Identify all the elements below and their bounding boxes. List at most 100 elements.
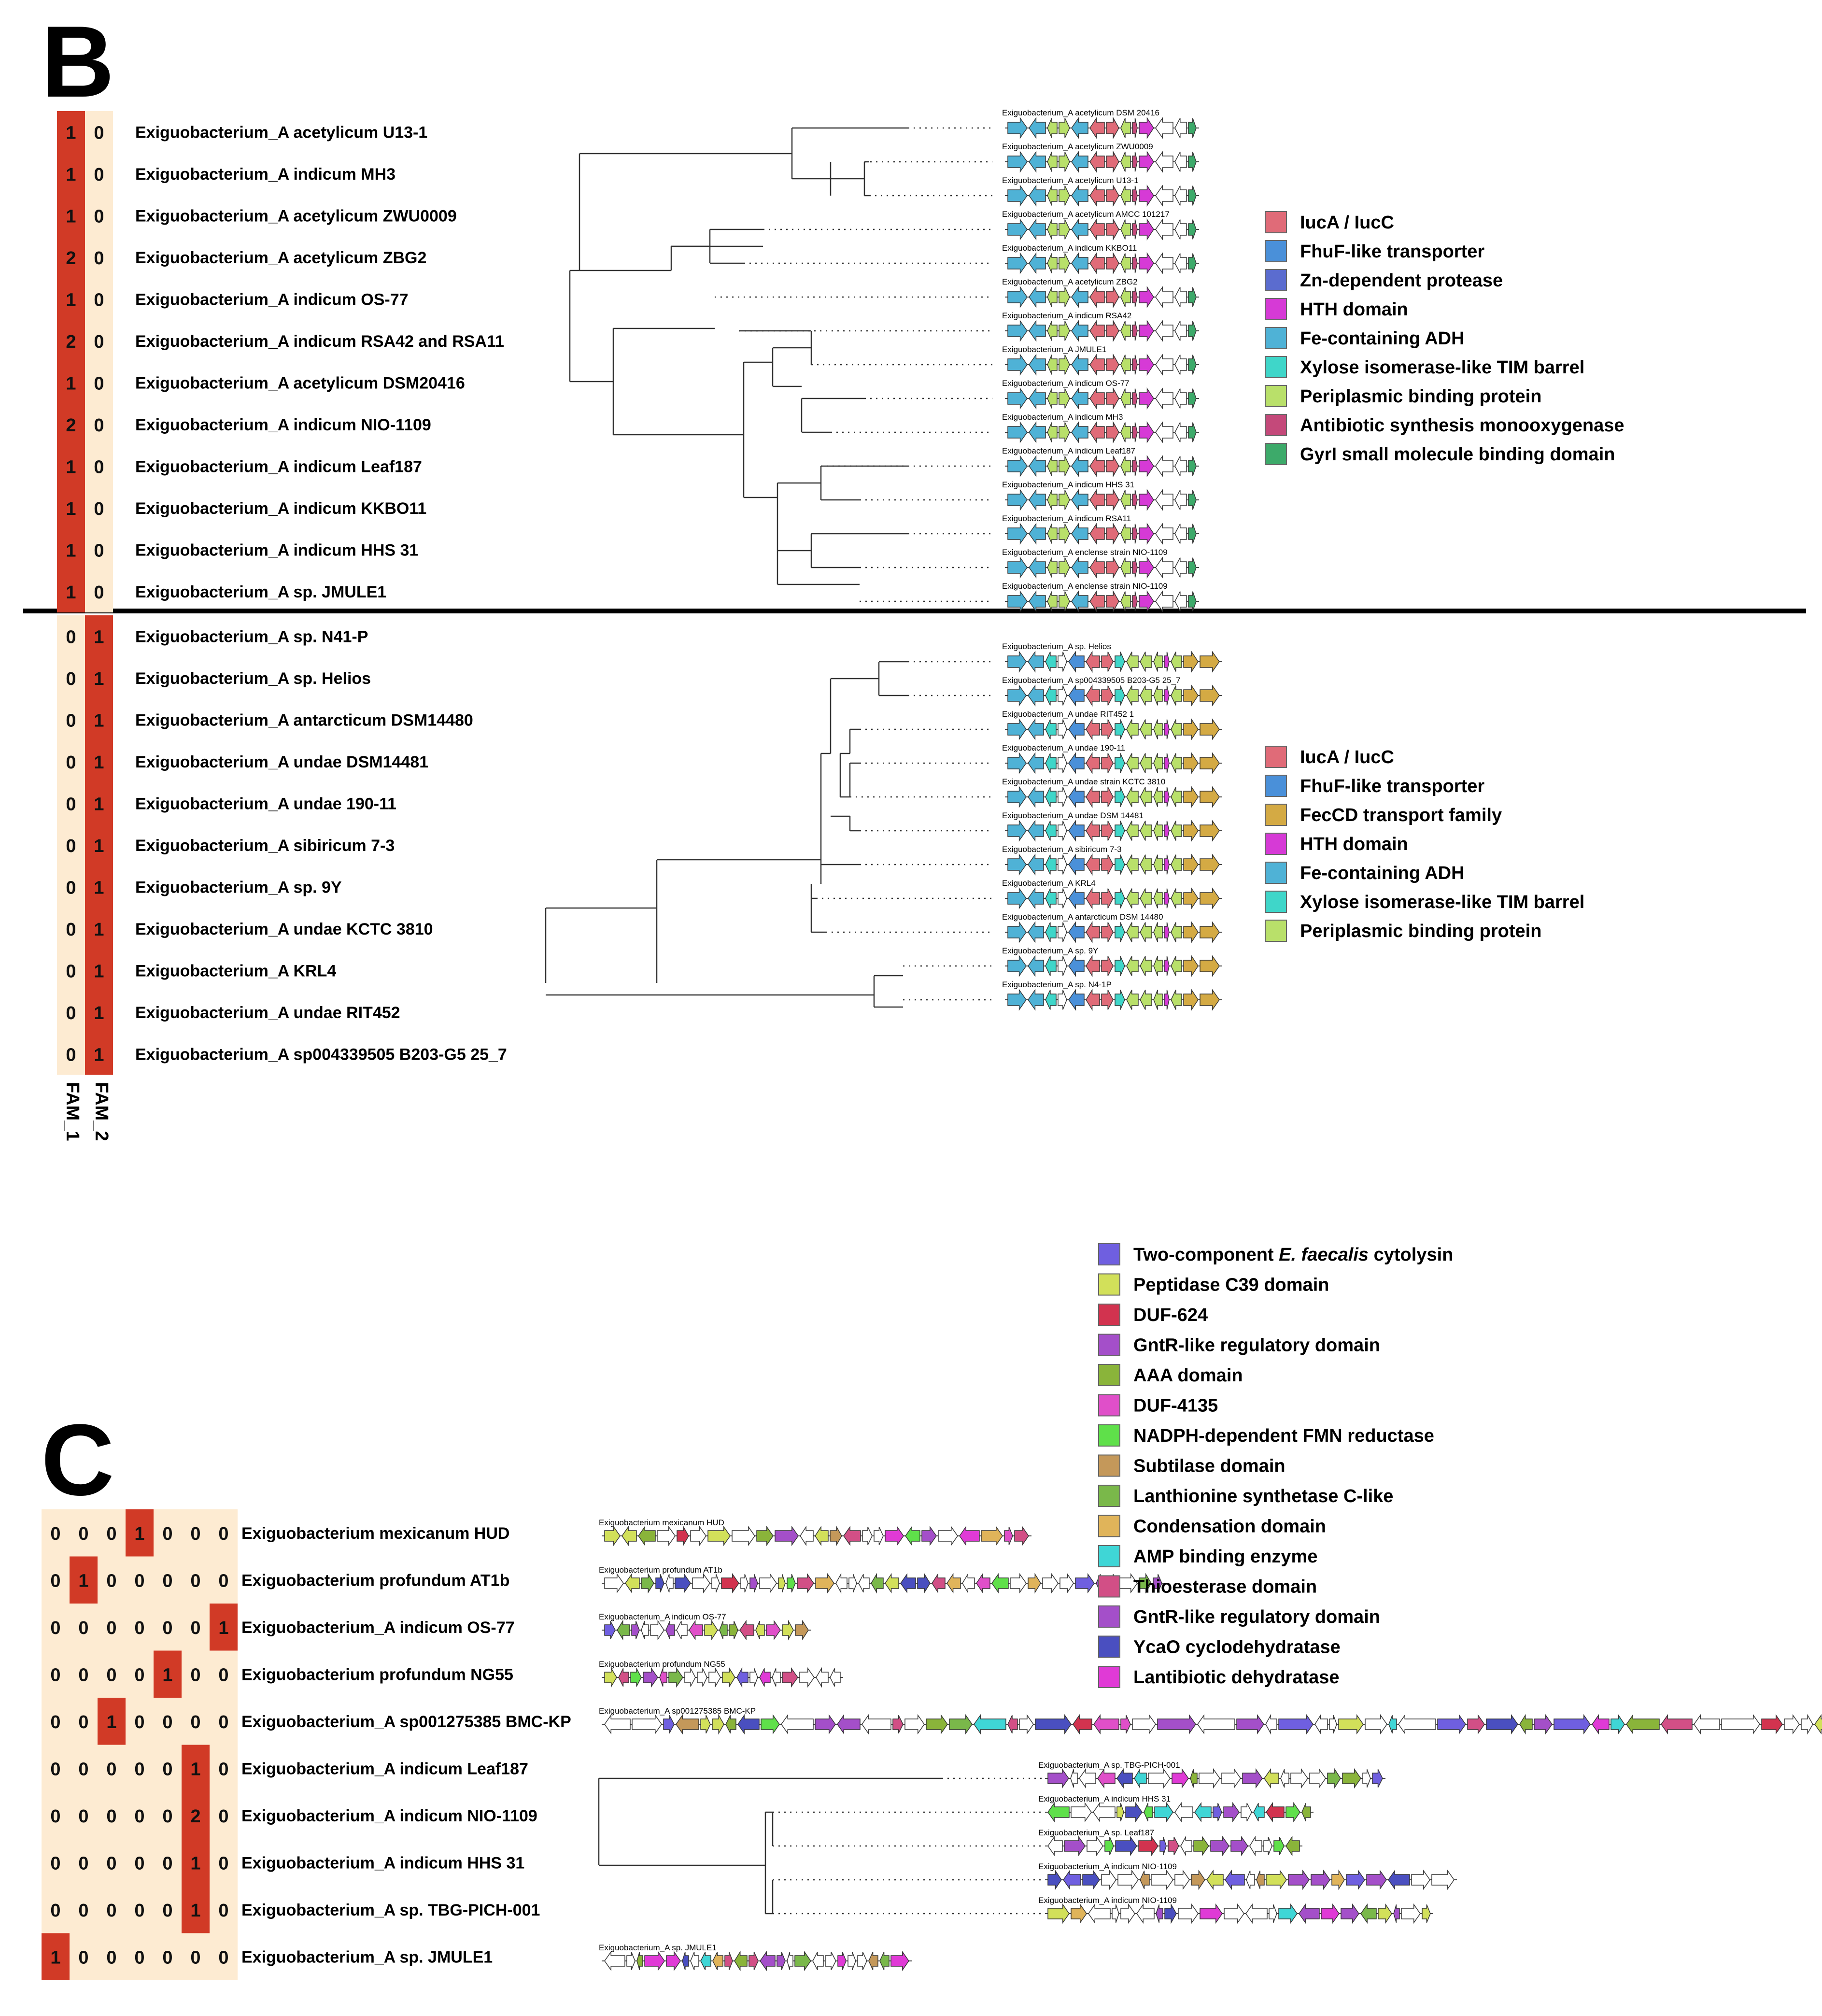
panel-c-tree [598,1777,1043,1915]
legend-label-text: GntR-like regulatory domain [1133,1335,1380,1356]
heat-cell-value: 1 [190,1901,200,1921]
taxon-name: Exiguobacterium_A sp004339505 B203-G5 25… [135,1045,507,1064]
heat-cell-value: 0 [190,1618,200,1638]
gene-arrow [1155,421,1173,443]
panel-b-tree-top [569,127,992,602]
heat-cell-value: 0 [50,1618,60,1638]
gene-arrow [1047,1903,1070,1924]
gene-arrow [1280,1769,1289,1788]
gene-arrow [1068,887,1085,909]
gene-arrow [1089,590,1105,612]
gene-arrow [636,1952,643,1970]
cluster-label: Exiguobacterium_A indicum KKBO11 [1002,243,1137,253]
taxon-name: Exiguobacterium_A indicum Leaf187 [241,1760,528,1778]
gene-arrow [1059,152,1070,172]
gene-arrow [1071,1903,1087,1924]
gene-arrow [1132,1714,1156,1735]
gene-arrow [1245,1903,1268,1924]
legend-label: Subtilase domain [1133,1456,1285,1477]
gene-arrow [1101,753,1114,773]
gene-arrow [1171,787,1182,807]
gene-arrow [1321,1903,1340,1924]
gene-arrow [1188,152,1197,172]
cluster-label: Exiguobacterium_A indicum OS-77 [599,1612,726,1621]
legend-swatch [1098,1666,1120,1688]
gene-arrow [1120,524,1131,544]
gene-arrow [1213,1803,1222,1821]
gene-arrow [631,1621,640,1639]
gene-arrow [1120,456,1131,476]
gene-arrow [1132,118,1138,138]
gene-arrow [1253,1803,1265,1822]
legend-swatch [1265,356,1287,378]
fam2-cell-value: 1 [94,1045,104,1065]
gene-arrow [1140,956,1152,976]
gene-arrow [1059,490,1070,510]
gene-arrow [797,1573,814,1594]
gene-arrow [1132,557,1138,578]
gene-arrow [976,1573,990,1594]
gene-arrow [1047,118,1058,138]
gene-arrow [677,1525,689,1547]
gene-arrow [1140,787,1152,807]
gene-arrow [1153,956,1163,976]
gene-arrow [1106,488,1119,511]
gene-arrow [1089,489,1105,511]
gene-arrow [1139,421,1154,443]
gene-arrow [1058,652,1067,672]
gene-arrow [787,1574,796,1592]
gene-arrow [1155,286,1173,308]
legend-label: DUF-624 [1133,1305,1208,1325]
gene-arrow [1101,888,1114,909]
cluster-label: Exiguobacterium_A antarcticum DSM 14480 [1002,912,1163,922]
gene-arrow [858,1574,870,1593]
heat-cell-value: 0 [190,1712,200,1732]
heat-cell-value: 1 [218,1618,228,1638]
legend-label: GyrI small molecule binding domain [1300,444,1615,465]
legend-label: FhuF-like transporter [1300,776,1484,796]
gene-arrow [1188,456,1197,476]
taxon-name: Exiguobacterium profundum AT1b [241,1571,509,1590]
gene-arrow [1366,1869,1387,1890]
gene-arrow [1132,388,1138,409]
gene-arrow [1188,388,1197,409]
legend-label-text: DUF-624 [1133,1305,1208,1325]
gene-arrow [890,1950,909,1972]
cluster-label: Exiguobacterium_A indicum HHS 31 [1038,1794,1171,1803]
gene-arrow [1378,1903,1392,1924]
gene-arrow [1007,718,1027,740]
gene-arrow [1132,152,1138,172]
heat-cell-value: 0 [218,1571,228,1591]
gene-arrow [1126,990,1139,1010]
gene-arrow [1007,252,1028,274]
fam2-cell-value: 0 [94,248,104,269]
gene-arrow [1188,355,1197,375]
gene-arrow [760,1950,776,1972]
gene-arrow [1200,1903,1223,1924]
gene-arrow [1157,1714,1196,1735]
gene-arrow [1153,1574,1162,1592]
gene-arrow [1007,286,1028,308]
gene-arrow [1058,787,1067,807]
gene-arrow [1194,1802,1212,1823]
gene-arrow [1314,1714,1328,1735]
gene-arrow [1029,117,1046,139]
gene-arrow [1059,591,1070,611]
heat-cell-value: 0 [106,1571,116,1591]
cluster-label: Exiguobacterium_A sp. JMULE1 [599,1943,717,1952]
gene-arrow [1801,1714,1813,1735]
gene-arrow [1063,1869,1081,1890]
gene-arrow [1007,185,1028,207]
cluster-label: Exiguobacterium_A indicum RSA11 [1002,514,1131,523]
gene-arrow [1120,1903,1135,1924]
gene-arrow [1125,1802,1143,1823]
cluster-label: Exiguobacterium_A indicum NIO-1109 [1038,1896,1177,1905]
gene-arrow [1140,1870,1150,1889]
gene-arrow [1174,422,1187,442]
cluster-label: Exiguobacterium_A indicum RSA42 [1002,311,1131,320]
gene-arrow [1156,1904,1163,1923]
gene-arrow [1058,685,1067,706]
gene-arrow [1029,151,1046,173]
heat-cell-value: 0 [162,1618,172,1638]
legend-swatch [1265,920,1287,942]
